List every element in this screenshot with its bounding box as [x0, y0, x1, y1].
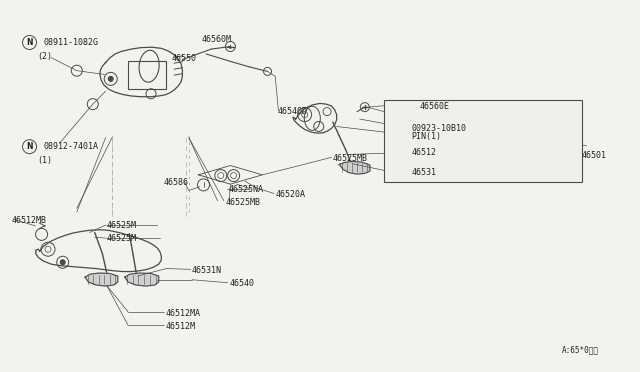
Text: 46525M: 46525M [107, 234, 137, 243]
Bar [384, 100, 582, 182]
Text: 46586: 46586 [164, 178, 189, 187]
Text: 46512MB: 46512MB [12, 216, 47, 225]
Text: 46512M: 46512M [165, 322, 195, 331]
Text: 00923-10B10: 00923-10B10 [412, 124, 467, 133]
Text: 46540D: 46540D [278, 108, 308, 116]
Text: (1): (1) [38, 156, 52, 165]
Polygon shape [339, 161, 370, 174]
Text: 46520A: 46520A [275, 190, 305, 199]
Text: PIN(1): PIN(1) [412, 132, 442, 141]
Text: 46512MA: 46512MA [165, 309, 200, 318]
Text: 46525MB: 46525MB [333, 154, 368, 163]
Text: 46531N: 46531N [192, 266, 222, 275]
Polygon shape [125, 273, 159, 286]
Text: 08911-1082G: 08911-1082G [44, 38, 99, 47]
Text: 08912-7401A: 08912-7401A [44, 142, 99, 151]
Text: 46550: 46550 [172, 54, 196, 62]
Bar [128, 61, 166, 89]
Text: 46531: 46531 [412, 168, 436, 177]
Text: 46525M: 46525M [107, 221, 137, 230]
Text: 46525NA: 46525NA [228, 185, 264, 194]
Polygon shape [85, 273, 118, 286]
Text: 46540: 46540 [229, 279, 254, 288]
Text: 46501: 46501 [581, 151, 606, 160]
Text: 46512: 46512 [412, 148, 436, 157]
Circle shape [60, 260, 65, 265]
Text: 46560E: 46560E [419, 102, 449, 110]
Text: A:65*0⁠⁠: A:65*0⁠⁠ [561, 345, 598, 354]
Text: 46560M: 46560M [202, 35, 232, 44]
Circle shape [108, 76, 113, 81]
Text: N: N [26, 38, 33, 47]
Text: N: N [26, 142, 33, 151]
Text: 46525MB: 46525MB [225, 198, 260, 207]
Text: (2): (2) [38, 52, 52, 61]
